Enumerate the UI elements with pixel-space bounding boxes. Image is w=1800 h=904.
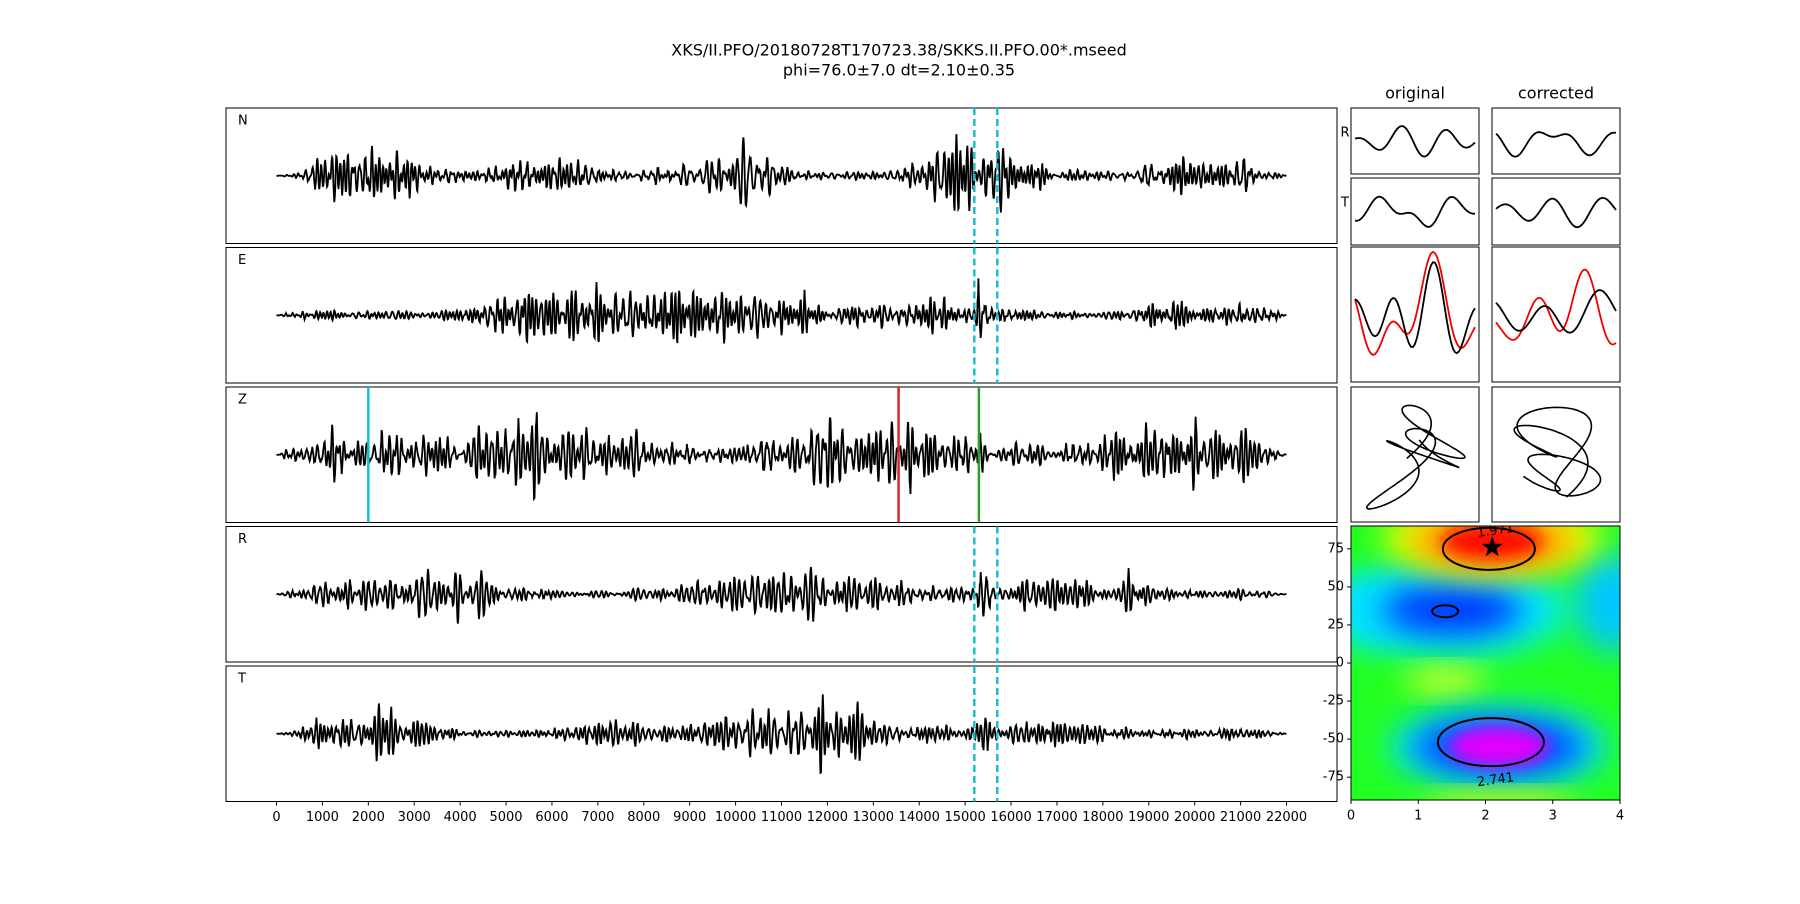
x-tick-label: 12000 <box>807 810 848 825</box>
small-frame <box>1350 107 1480 175</box>
small-wave <box>1495 268 1617 346</box>
small-wave <box>1354 125 1476 158</box>
map-y-tick-label: 25 <box>1327 617 1344 632</box>
waveform <box>276 566 1287 624</box>
panel-frame <box>225 386 1338 523</box>
waveform <box>276 694 1287 775</box>
panel-frame <box>225 107 1338 244</box>
map-x-tick-label: 4 <box>1616 809 1624 824</box>
panel-label: E <box>238 253 246 268</box>
small-frame <box>1350 177 1480 246</box>
x-tick-label: 16000 <box>990 810 1031 825</box>
panel-label: T <box>237 672 246 687</box>
trace-panel: T <box>225 665 1338 802</box>
small-wave <box>1354 195 1475 228</box>
map-y-tick-label: -75 <box>1323 770 1344 785</box>
x-tick-label: 4000 <box>444 810 477 825</box>
x-tick-label: 10000 <box>715 810 756 825</box>
contour <box>1431 604 1460 619</box>
x-tick-label: 0 <box>272 810 280 825</box>
small-frame <box>1491 177 1621 246</box>
panel-label: Z <box>238 393 247 408</box>
map-x-tick-label: 0 <box>1347 809 1355 824</box>
map-x-tick-label: 3 <box>1549 809 1557 824</box>
x-tick-label: 22000 <box>1266 810 1307 825</box>
map-x-tick-label: 1 <box>1414 809 1422 824</box>
contour <box>1441 526 1536 571</box>
x-tick-label: 14000 <box>899 810 940 825</box>
trace-panel: N <box>225 107 1338 244</box>
map-y-tick-label: -50 <box>1323 732 1344 747</box>
panel-frame <box>225 247 1338 384</box>
x-tick-label: 1000 <box>306 810 339 825</box>
small-frame <box>1491 386 1621 523</box>
map-blob <box>1573 552 1620 653</box>
waveform <box>276 134 1287 213</box>
x-tick-label: 8000 <box>627 810 660 825</box>
small-wave <box>1354 250 1476 356</box>
x-tick-label: 3000 <box>398 810 431 825</box>
map-blob <box>1422 793 1576 800</box>
small-wave <box>1495 196 1617 229</box>
map-y-tick-label: 75 <box>1327 541 1344 556</box>
contour-label: 2.741 <box>1476 770 1515 790</box>
x-tick-label: 21000 <box>1220 810 1261 825</box>
map-x-tick-label: 2 <box>1481 809 1489 824</box>
trace-panel: Z <box>225 386 1338 523</box>
small-title: corrected <box>1518 84 1594 103</box>
map-y-tick-label: 0 <box>1336 656 1344 671</box>
trace-panel: R <box>225 526 1338 663</box>
panel-frame <box>225 526 1338 663</box>
x-tick-label: 13000 <box>853 810 894 825</box>
map-blob <box>1405 669 1486 694</box>
x-tick-label: 5000 <box>489 810 522 825</box>
small-wave <box>1495 131 1617 158</box>
row-label: R <box>1340 126 1349 141</box>
small-title: original <box>1385 84 1445 103</box>
x-tick-label: 18000 <box>1082 810 1123 825</box>
contour <box>1436 717 1545 768</box>
panel-label: R <box>238 532 247 547</box>
map-blob <box>1448 726 1549 767</box>
x-tick-label: 20000 <box>1174 810 1215 825</box>
x-tick-label: 2000 <box>352 810 385 825</box>
waveform <box>276 278 1287 345</box>
best-fit-star <box>1481 536 1503 557</box>
x-tick-label: 19000 <box>1128 810 1169 825</box>
small-frame <box>1491 107 1621 175</box>
x-tick-label: 9000 <box>673 810 706 825</box>
title: XKS/II.PFO/20180728T170723.38/SKKS.II.PF… <box>671 41 1126 60</box>
waveform <box>276 412 1287 502</box>
particle-motion <box>1365 404 1466 510</box>
panel-label: N <box>238 114 248 129</box>
trace-panel: E <box>225 247 1338 384</box>
small-frame <box>1350 246 1480 383</box>
x-tick-label: 7000 <box>581 810 614 825</box>
small-wave <box>1495 289 1617 334</box>
small-wave <box>1354 261 1476 355</box>
x-tick-label: 6000 <box>535 810 568 825</box>
row-label: T <box>1340 196 1349 211</box>
x-tick-label: 15000 <box>944 810 985 825</box>
subtitle: phi=76.0±7.0 dt=2.10±0.35 <box>783 61 1015 80</box>
map-y-tick-label: 50 <box>1327 579 1344 594</box>
map-blob <box>1381 584 1522 635</box>
small-frame <box>1350 386 1480 523</box>
particle-motion <box>1513 406 1602 498</box>
x-tick-label: 17000 <box>1036 810 1077 825</box>
x-tick-label: 11000 <box>761 810 802 825</box>
small-frame <box>1491 246 1621 383</box>
map-y-tick-label: -25 <box>1323 694 1344 709</box>
